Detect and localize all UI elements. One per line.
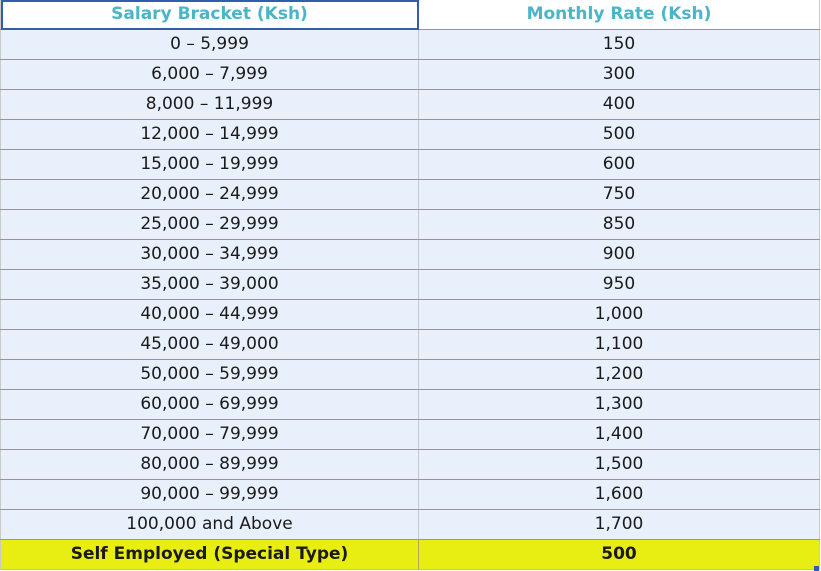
monthly-rate-cell[interactable]: 850: [418, 209, 820, 240]
table-row: 35,000 – 39,000 950: [0, 269, 820, 300]
special-row: Self Employed (Special Type) 500: [0, 539, 820, 570]
table-row: 20,000 – 24,999 750: [0, 179, 820, 210]
table-row: 40,000 – 44,999 1,000: [0, 299, 820, 330]
monthly-rate-cell[interactable]: 1,400: [418, 419, 820, 450]
table-row: 15,000 – 19,999 600: [0, 149, 820, 180]
monthly-rate-cell[interactable]: 300: [418, 59, 820, 90]
fill-handle[interactable]: [814, 566, 819, 571]
header-monthly-rate[interactable]: Monthly Rate (Ksh): [418, 0, 820, 30]
header-salary-bracket[interactable]: Salary Bracket (Ksh): [0, 0, 419, 30]
table-row: 60,000 – 69,999 1,300: [0, 389, 820, 420]
salary-bracket-cell[interactable]: 70,000 – 79,999: [0, 419, 419, 450]
salary-bracket-cell[interactable]: 6,000 – 7,999: [0, 59, 419, 90]
monthly-rate-cell[interactable]: 400: [418, 89, 820, 120]
table-row: 6,000 – 7,999 300: [0, 59, 820, 90]
salary-bracket-cell[interactable]: 60,000 – 69,999: [0, 389, 419, 420]
monthly-rate-cell[interactable]: 1,600: [418, 479, 820, 510]
monthly-rate-cell[interactable]: 1,500: [418, 449, 820, 480]
table-row: 8,000 – 11,999 400: [0, 89, 820, 120]
monthly-rate-cell[interactable]: 150: [418, 29, 820, 60]
table-row: 0 – 5,999 150: [0, 29, 820, 60]
salary-bracket-cell[interactable]: 12,000 – 14,999: [0, 119, 419, 150]
salary-bracket-cell[interactable]: 25,000 – 29,999: [0, 209, 419, 240]
salary-bracket-cell[interactable]: 20,000 – 24,999: [0, 179, 419, 210]
salary-bracket-cell[interactable]: 45,000 – 49,000: [0, 329, 419, 360]
monthly-rate-cell[interactable]: 500: [418, 119, 820, 150]
salary-bracket-cell[interactable]: 80,000 – 89,999: [0, 449, 419, 480]
header-row: Salary Bracket (Ksh) Monthly Rate (Ksh): [0, 0, 820, 30]
salary-bracket-cell[interactable]: 15,000 – 19,999: [0, 149, 419, 180]
monthly-rate-cell[interactable]: 1,000: [418, 299, 820, 330]
table-row: 12,000 – 14,999 500: [0, 119, 820, 150]
table-row: 30,000 – 34,999 900: [0, 239, 820, 270]
salary-bracket-cell[interactable]: 100,000 and Above: [0, 509, 419, 540]
monthly-rate-cell[interactable]: 900: [418, 239, 820, 270]
salary-bracket-cell[interactable]: 40,000 – 44,999: [0, 299, 419, 330]
table-row: 90,000 – 99,999 1,600: [0, 479, 820, 510]
salary-bracket-cell[interactable]: 50,000 – 59,999: [0, 359, 419, 390]
monthly-rate-cell[interactable]: 950: [418, 269, 820, 300]
table-body: 0 – 5,999 150 6,000 – 7,999 300 8,000 – 11,9…: [0, 29, 820, 540]
table-row: 50,000 – 59,999 1,200: [0, 359, 820, 390]
monthly-rate-cell[interactable]: 1,100: [418, 329, 820, 360]
special-rate-cell[interactable]: 500: [418, 539, 820, 570]
monthly-rate-cell[interactable]: 1,300: [418, 389, 820, 420]
table-row: 80,000 – 89,999 1,500: [0, 449, 820, 480]
monthly-rate-cell[interactable]: 750: [418, 179, 820, 210]
salary-bracket-cell[interactable]: 30,000 – 34,999: [0, 239, 419, 270]
salary-bracket-cell[interactable]: 8,000 – 11,999: [0, 89, 419, 120]
monthly-rate-cell[interactable]: 600: [418, 149, 820, 180]
table-row: 70,000 – 79,999 1,400: [0, 419, 820, 450]
table-row: 100,000 and Above 1,700: [0, 509, 820, 540]
salary-bracket-cell[interactable]: 35,000 – 39,000: [0, 269, 419, 300]
monthly-rate-cell[interactable]: 1,700: [418, 509, 820, 540]
table-row: 25,000 – 29,999 850: [0, 209, 820, 240]
monthly-rate-cell[interactable]: 1,200: [418, 359, 820, 390]
salary-bracket-cell[interactable]: 90,000 – 99,999: [0, 479, 419, 510]
special-bracket-cell[interactable]: Self Employed (Special Type): [0, 539, 419, 570]
salary-bracket-cell[interactable]: 0 – 5,999: [0, 29, 419, 60]
table-row: 45,000 – 49,000 1,100: [0, 329, 820, 360]
